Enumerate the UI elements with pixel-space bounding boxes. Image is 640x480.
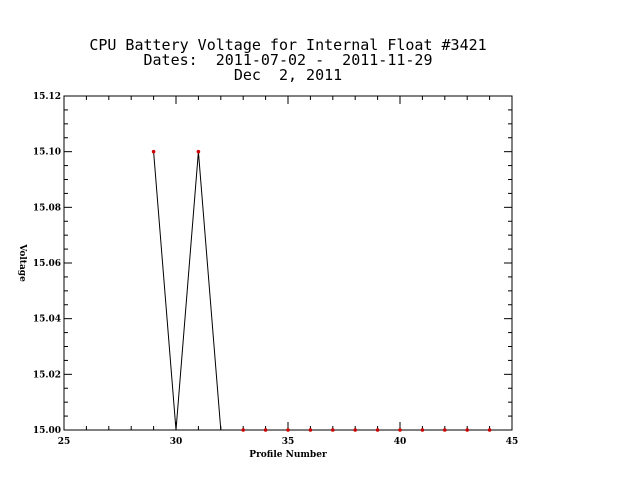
plot-border	[63, 95, 513, 431]
x-tick-label: 40	[394, 437, 407, 447]
y-axis-ticks: 15.00 15.02 15.04 15.06 15.08 15.10 15.12	[33, 92, 512, 436]
chart-title-block: CPU Battery Voltage for Internal Float #…	[0, 38, 576, 83]
x-axis-ticks: 25 30 35 40 45	[58, 96, 519, 447]
y-tick-label: 15.10	[33, 148, 61, 158]
data-point	[465, 428, 470, 432]
data-point	[443, 428, 447, 432]
x-tick-label: 45	[506, 437, 519, 447]
series-group	[151, 149, 492, 432]
data-point	[241, 428, 245, 432]
x-tick-label: 25	[58, 437, 71, 447]
y-tick-label: 15.00	[33, 426, 61, 436]
chart-title: CPU Battery Voltage for Internal Float #…	[89, 36, 487, 54]
data-point	[196, 149, 201, 154]
y-tick-label: 15.02	[33, 370, 61, 380]
y-tick-label: 15.06	[33, 259, 61, 269]
x-tick-label: 30	[170, 437, 183, 447]
series-line	[153, 151, 490, 431]
data-point	[151, 149, 156, 154]
data-point	[263, 428, 268, 432]
y-tick-label: 15.04	[33, 315, 61, 325]
data-point	[286, 428, 290, 432]
x-axis-label: Profile Number	[249, 450, 327, 460]
data-point	[487, 428, 492, 432]
y-axis-label: Voltage	[17, 243, 27, 282]
chart-date: Dec 2, 2011	[233, 66, 343, 84]
data-point	[331, 428, 335, 432]
y-tick-label: 15.08	[33, 203, 61, 213]
data-point	[308, 428, 313, 432]
plot-frame	[63, 95, 513, 431]
data-point	[420, 428, 425, 432]
x-tick-label: 35	[282, 437, 295, 447]
data-point	[353, 428, 358, 432]
data-point	[398, 428, 402, 432]
y-tick-label: 15.12	[33, 92, 61, 102]
data-point	[375, 428, 380, 432]
chart-subtitle: Dates: 2011-07-02 - 2011-11-29	[143, 51, 433, 69]
